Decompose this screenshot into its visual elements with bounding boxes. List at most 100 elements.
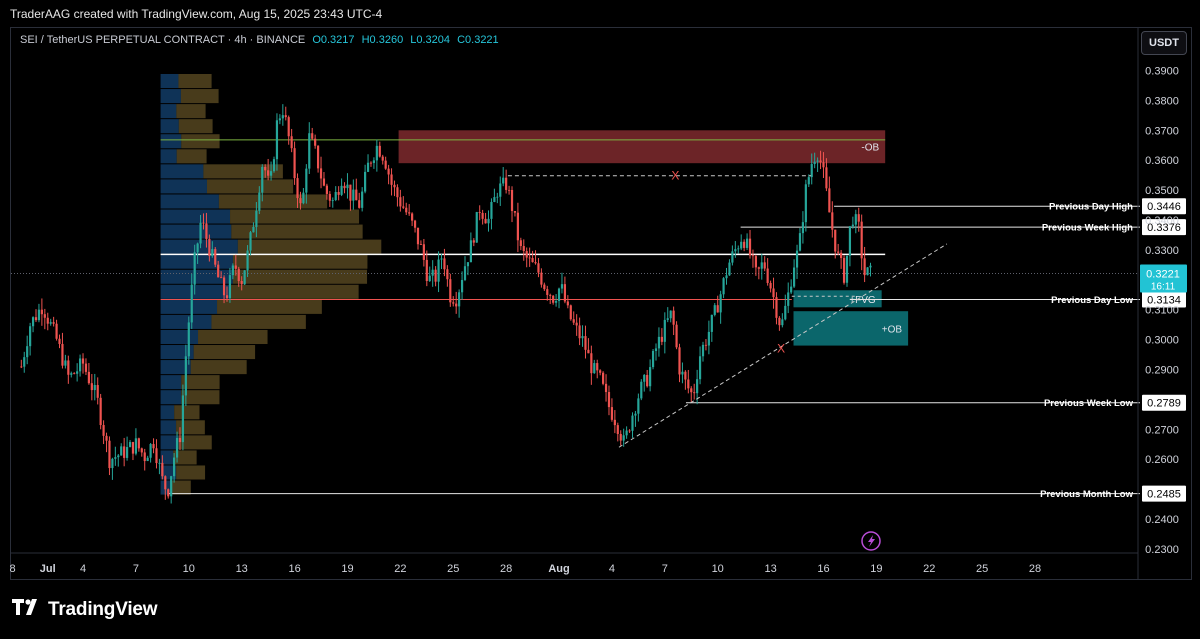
vp-bar-up (160, 405, 175, 420)
chart-frame[interactable] (10, 27, 1192, 580)
level-price-value: 0.3134 (1147, 295, 1181, 307)
candle-body (231, 265, 234, 276)
candle-body (707, 331, 710, 346)
candle-body (64, 360, 67, 366)
candle-body (754, 256, 757, 268)
level-label: Previous Day High (1049, 202, 1133, 213)
candle-body (634, 413, 637, 416)
candle-body (684, 371, 687, 380)
vp-bar-up (160, 134, 182, 149)
candle-body (269, 171, 273, 176)
candle-body (20, 366, 23, 368)
candle-body (228, 275, 232, 299)
candle-body (178, 437, 182, 443)
vp-bar-down (180, 89, 219, 104)
candle-body (578, 325, 581, 339)
candle-body (196, 243, 199, 253)
price-tick-label: 0.2900 (1145, 365, 1179, 377)
candle-body (355, 189, 358, 201)
vp-bar-up (160, 329, 199, 345)
vp-bar-up (160, 104, 177, 119)
level-label: Previous Week High (1042, 223, 1133, 234)
candle-body (613, 419, 616, 426)
candle-body (446, 269, 449, 280)
candle-body (675, 324, 678, 348)
candle-body (604, 383, 608, 393)
candle-body (311, 133, 314, 139)
candle-body (352, 189, 355, 201)
level-price-badge (1142, 394, 1186, 411)
candle-body (123, 446, 126, 458)
candle-body (478, 212, 481, 213)
candle-body (637, 398, 640, 414)
candle-body (125, 446, 129, 458)
candle-body (158, 462, 161, 464)
vp-bar-down (181, 375, 220, 390)
candle-body (581, 336, 584, 339)
trendline (618, 243, 948, 448)
price-tick-label: 0.3600 (1145, 155, 1179, 167)
candle-body (490, 201, 493, 219)
time-tick-label: 13 (764, 563, 776, 575)
symbol-legend: SEI / TetherUS PERPETUAL CONTRACT · 4h ·… (20, 34, 499, 46)
candle-body (552, 295, 555, 303)
candle-body (807, 177, 810, 185)
price-tick-label: 0.3800 (1145, 95, 1179, 107)
candle-body (646, 374, 649, 387)
candle-body (111, 458, 114, 469)
candle-body (831, 212, 834, 230)
candle-body (460, 279, 464, 293)
candle-body (440, 258, 443, 260)
candle-body (234, 265, 237, 269)
vp-bar-up (160, 119, 179, 134)
level-price-value: 0.3446 (1147, 201, 1181, 213)
candle-body (669, 310, 672, 319)
candle-body (840, 252, 843, 259)
vp-bar-down (178, 73, 212, 89)
candle-body (722, 278, 725, 295)
candle-body (413, 220, 417, 228)
vp-bar-down (181, 390, 220, 405)
vp-bar-up (160, 284, 230, 299)
candle-body (610, 407, 614, 420)
vp-bar-up (160, 420, 177, 435)
candle-body (155, 448, 158, 464)
candle-body (23, 357, 26, 367)
candle-body (502, 177, 505, 184)
price-tick-label: 0.2400 (1145, 514, 1179, 526)
tradingview-brand[interactable]: TradingView (12, 599, 158, 621)
vp-bar-down (178, 435, 212, 450)
candle-body (663, 319, 666, 342)
candle-body (725, 275, 728, 279)
candle-body (337, 191, 340, 195)
candles (20, 104, 872, 504)
candle-body (381, 156, 384, 161)
candle-body (772, 288, 775, 298)
candle-body (487, 218, 490, 224)
candle-body (61, 343, 64, 366)
vp-bar-down (198, 329, 268, 345)
candle-body (748, 238, 752, 256)
candle-body (246, 250, 249, 271)
candle-body (651, 350, 655, 368)
candle-body (26, 346, 29, 358)
candle-body (484, 218, 487, 224)
vp-bar-down (171, 480, 191, 495)
candle-body (275, 120, 279, 160)
current-price-value: 0.3221 (1146, 269, 1180, 281)
candle-body (346, 184, 349, 189)
ohlc-open: O0.3217 (312, 34, 355, 46)
time-tick-label: 16 (288, 563, 300, 575)
candle-body (842, 258, 846, 283)
candle-body (766, 268, 769, 283)
candle-body (549, 294, 552, 296)
candle-body (848, 226, 852, 256)
vp-bar-down (218, 194, 328, 209)
vp-bar-down (217, 299, 322, 314)
candle-body (187, 322, 190, 357)
candle-body (170, 476, 173, 497)
candle-body (105, 435, 108, 441)
currency-button[interactable]: USDT (1141, 31, 1187, 55)
candle-body (710, 314, 713, 332)
